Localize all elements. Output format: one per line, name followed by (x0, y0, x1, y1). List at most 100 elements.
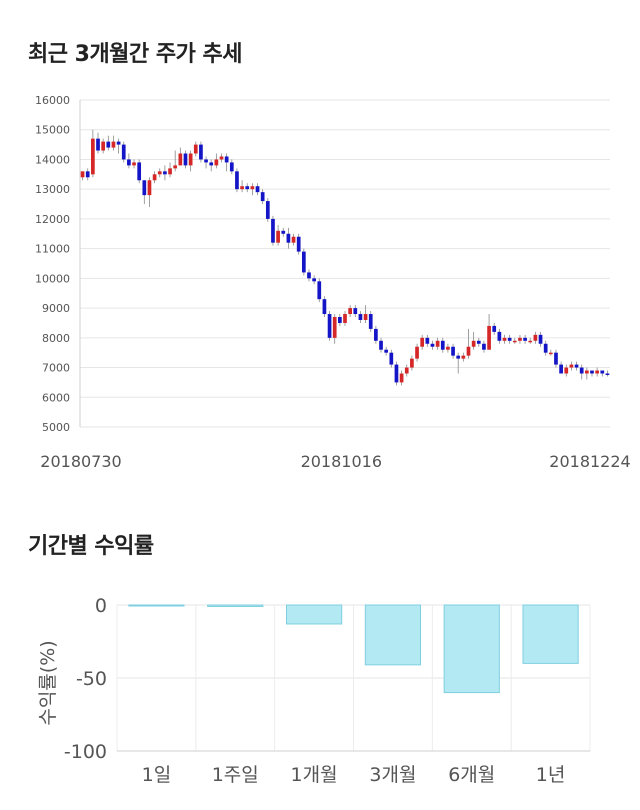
candle-body (168, 168, 172, 175)
candle-body (173, 165, 178, 169)
candle-body (271, 218, 275, 243)
candle (363, 305, 368, 323)
candle (584, 367, 589, 380)
candle-body (584, 370, 589, 374)
candle-body (260, 192, 265, 202)
candle-body (497, 331, 502, 341)
candle-body (343, 314, 347, 323)
candle-body (461, 355, 466, 359)
candle (374, 325, 378, 344)
candle (420, 334, 425, 350)
candle (523, 334, 527, 344)
candle (106, 135, 111, 151)
candle-body (487, 325, 491, 350)
candle (281, 227, 286, 237)
candle-body (142, 180, 147, 196)
candle-body (482, 343, 486, 350)
candle (276, 224, 280, 246)
x-tick-label: 1주일 (212, 764, 259, 786)
candle-body (317, 281, 322, 300)
price-chart-title: 최근 3개월간 주가 추세 (28, 42, 242, 67)
candle (512, 337, 517, 344)
candle (379, 337, 383, 353)
candle-body (579, 367, 584, 374)
candle (101, 138, 106, 154)
candle (579, 364, 584, 380)
candle (327, 311, 332, 341)
candle-body (548, 352, 553, 355)
candle (229, 159, 234, 175)
candle-body (502, 337, 507, 341)
candle (518, 334, 522, 344)
y-tick-label: 15000 (35, 124, 70, 137)
candle (476, 337, 481, 347)
candle-body (451, 346, 455, 356)
candle (204, 156, 208, 169)
candle (451, 343, 455, 359)
candle (116, 138, 121, 154)
candle (399, 370, 404, 386)
candle (446, 343, 450, 353)
candle-body (518, 337, 522, 341)
candle-body (132, 162, 136, 166)
return-bar (285, 604, 343, 625)
y-tick-label: 5000 (42, 421, 70, 434)
return-bar (128, 604, 185, 607)
return-bar (207, 604, 264, 607)
candle-body (301, 251, 306, 273)
candle (389, 349, 394, 368)
candle (492, 322, 497, 335)
return-chart-title: 기간별 수익률 (28, 534, 154, 559)
candle-body (229, 162, 234, 172)
candle-body (523, 337, 527, 341)
candle (538, 331, 543, 347)
candle (548, 349, 553, 356)
candle (132, 159, 136, 169)
candle-body (265, 201, 270, 219)
candle-body (106, 141, 111, 148)
x-tick-label: 6개월 (448, 764, 495, 786)
candle (569, 361, 574, 371)
candle (554, 349, 558, 368)
candle-body (250, 186, 255, 190)
candle (404, 364, 409, 377)
candle-body (512, 340, 517, 343)
candle (121, 141, 126, 163)
candle-body (440, 340, 445, 350)
candle (91, 129, 95, 178)
candle (415, 343, 419, 362)
candle (245, 183, 250, 193)
candle (590, 370, 594, 377)
candle (358, 311, 363, 323)
candle-body (600, 370, 605, 374)
y-tick-label: 0 (95, 595, 107, 617)
candle-body (456, 355, 461, 359)
candle-body (116, 141, 121, 145)
candle-body (209, 162, 214, 166)
return-bar-chart: 0 -50 -100 1일 1주일 1개월 3개월 6개월 1년 수익률(%) (37, 595, 591, 786)
candle (219, 153, 224, 163)
candle-body (101, 141, 106, 151)
candle-body (384, 349, 389, 353)
candle-body (399, 373, 404, 383)
candle (600, 370, 605, 377)
candle (85, 168, 90, 181)
candle (466, 328, 471, 359)
y-tick-label: 11000 (35, 243, 70, 256)
candle (286, 227, 291, 249)
candle (353, 305, 358, 318)
candle-body (281, 230, 286, 234)
candle-body (425, 337, 430, 344)
candle (188, 150, 193, 172)
candle-body (291, 236, 296, 243)
candle (435, 337, 440, 350)
candle (291, 233, 296, 246)
y-tick-label: 14000 (35, 153, 70, 166)
candle-body (235, 171, 239, 190)
candle-body (353, 308, 358, 315)
candle (507, 334, 512, 344)
y-tick-label: 12000 (35, 213, 70, 226)
candle-body (368, 314, 373, 329)
candle (322, 296, 327, 318)
candle-body (127, 159, 131, 166)
